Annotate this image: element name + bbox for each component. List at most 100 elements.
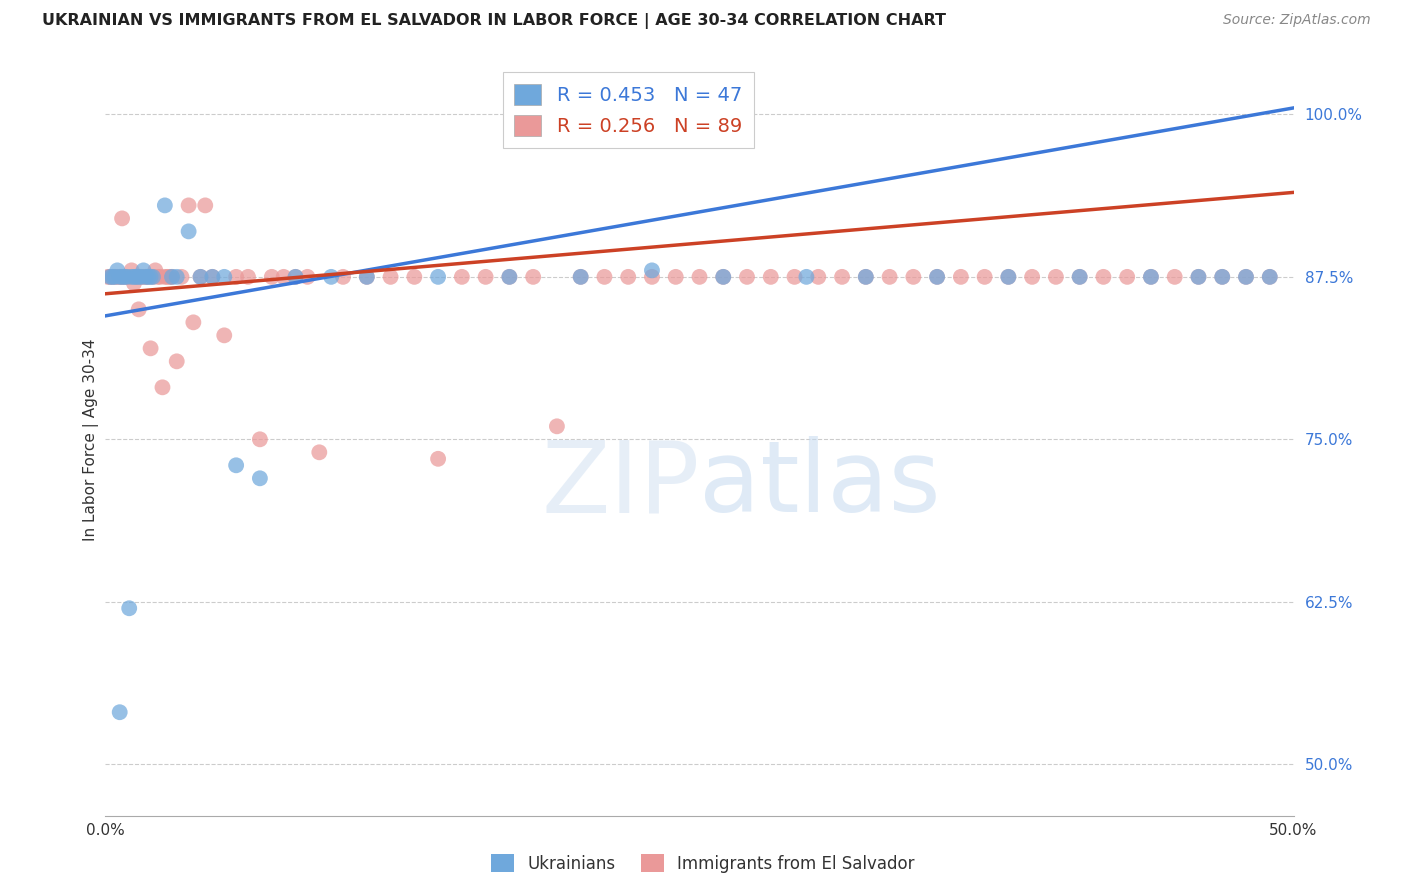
Point bbox=[450, 269, 472, 284]
Text: Source: ZipAtlas.com: Source: ZipAtlas.com bbox=[1223, 13, 1371, 28]
Point bbox=[125, 269, 148, 284]
Point bbox=[121, 269, 143, 284]
Point bbox=[166, 354, 188, 368]
Point bbox=[474, 269, 496, 284]
Point bbox=[1092, 269, 1115, 284]
Point bbox=[118, 269, 141, 284]
Point bbox=[160, 269, 183, 284]
Point bbox=[139, 342, 162, 356]
Point bbox=[997, 269, 1019, 284]
Point bbox=[101, 269, 124, 284]
Legend: Ukrainians, Immigrants from El Salvador: Ukrainians, Immigrants from El Salvador bbox=[484, 847, 922, 880]
Point bbox=[1187, 269, 1209, 284]
Point bbox=[139, 269, 162, 284]
Point bbox=[201, 269, 224, 284]
Point bbox=[855, 269, 877, 284]
Text: UKRAINIAN VS IMMIGRANTS FROM EL SALVADOR IN LABOR FORCE | AGE 30-34 CORRELATION : UKRAINIAN VS IMMIGRANTS FROM EL SALVADOR… bbox=[42, 13, 946, 29]
Point bbox=[949, 269, 972, 284]
Point bbox=[128, 269, 150, 284]
Point bbox=[665, 269, 688, 284]
Point bbox=[498, 269, 520, 284]
Point bbox=[855, 269, 877, 284]
Point bbox=[641, 269, 664, 284]
Point bbox=[177, 224, 200, 238]
Point bbox=[284, 269, 307, 284]
Point bbox=[260, 269, 283, 284]
Point bbox=[321, 269, 343, 284]
Point bbox=[249, 471, 271, 485]
Point bbox=[1140, 269, 1163, 284]
Point bbox=[1258, 269, 1281, 284]
Point bbox=[1021, 269, 1043, 284]
Point bbox=[142, 269, 165, 284]
Point bbox=[122, 277, 145, 291]
Point bbox=[1234, 269, 1257, 284]
Point bbox=[807, 269, 830, 284]
Point bbox=[332, 269, 354, 284]
Y-axis label: In Labor Force | Age 30-34: In Labor Force | Age 30-34 bbox=[83, 338, 98, 541]
Point bbox=[1069, 269, 1091, 284]
Point bbox=[711, 269, 734, 284]
Point bbox=[759, 269, 782, 284]
Point bbox=[1164, 269, 1187, 284]
Point bbox=[156, 269, 179, 284]
Point bbox=[201, 269, 224, 284]
Point bbox=[115, 269, 138, 284]
Point bbox=[569, 269, 592, 284]
Point bbox=[129, 269, 152, 284]
Point bbox=[142, 269, 165, 284]
Point bbox=[118, 601, 141, 615]
Point bbox=[997, 269, 1019, 284]
Point bbox=[183, 315, 205, 329]
Point bbox=[194, 198, 217, 212]
Point bbox=[111, 269, 134, 284]
Point bbox=[783, 269, 806, 284]
Point bbox=[115, 269, 138, 284]
Point bbox=[973, 269, 995, 284]
Point bbox=[111, 211, 134, 226]
Point bbox=[522, 269, 544, 284]
Point bbox=[546, 419, 568, 434]
Point bbox=[689, 269, 711, 284]
Point bbox=[153, 198, 176, 212]
Point bbox=[190, 269, 212, 284]
Point bbox=[146, 269, 169, 284]
Point bbox=[149, 269, 172, 284]
Point bbox=[214, 269, 236, 284]
Point bbox=[236, 269, 259, 284]
Point bbox=[98, 269, 121, 284]
Point bbox=[903, 269, 925, 284]
Text: ZIP: ZIP bbox=[541, 436, 700, 533]
Point bbox=[249, 433, 271, 447]
Point bbox=[132, 269, 155, 284]
Point bbox=[1211, 269, 1233, 284]
Point bbox=[617, 269, 640, 284]
Point bbox=[166, 269, 188, 284]
Point bbox=[114, 269, 136, 284]
Point bbox=[153, 269, 176, 284]
Point bbox=[1258, 269, 1281, 284]
Point bbox=[1211, 269, 1233, 284]
Point bbox=[97, 269, 120, 284]
Point bbox=[132, 263, 155, 277]
Point bbox=[356, 269, 378, 284]
Point bbox=[796, 269, 818, 284]
Point bbox=[98, 269, 121, 284]
Point bbox=[160, 269, 183, 284]
Point bbox=[111, 269, 134, 284]
Point bbox=[273, 269, 295, 284]
Point bbox=[108, 269, 131, 284]
Point bbox=[108, 705, 131, 719]
Point bbox=[1187, 269, 1209, 284]
Point bbox=[129, 269, 152, 284]
Point bbox=[101, 269, 124, 284]
Point bbox=[159, 269, 181, 284]
Point bbox=[104, 269, 127, 284]
Point bbox=[427, 269, 450, 284]
Point bbox=[177, 198, 200, 212]
Point bbox=[122, 269, 145, 284]
Point bbox=[711, 269, 734, 284]
Point bbox=[1069, 269, 1091, 284]
Point bbox=[114, 269, 136, 284]
Legend: R = 0.453   N = 47, R = 0.256   N = 89: R = 0.453 N = 47, R = 0.256 N = 89 bbox=[502, 72, 754, 147]
